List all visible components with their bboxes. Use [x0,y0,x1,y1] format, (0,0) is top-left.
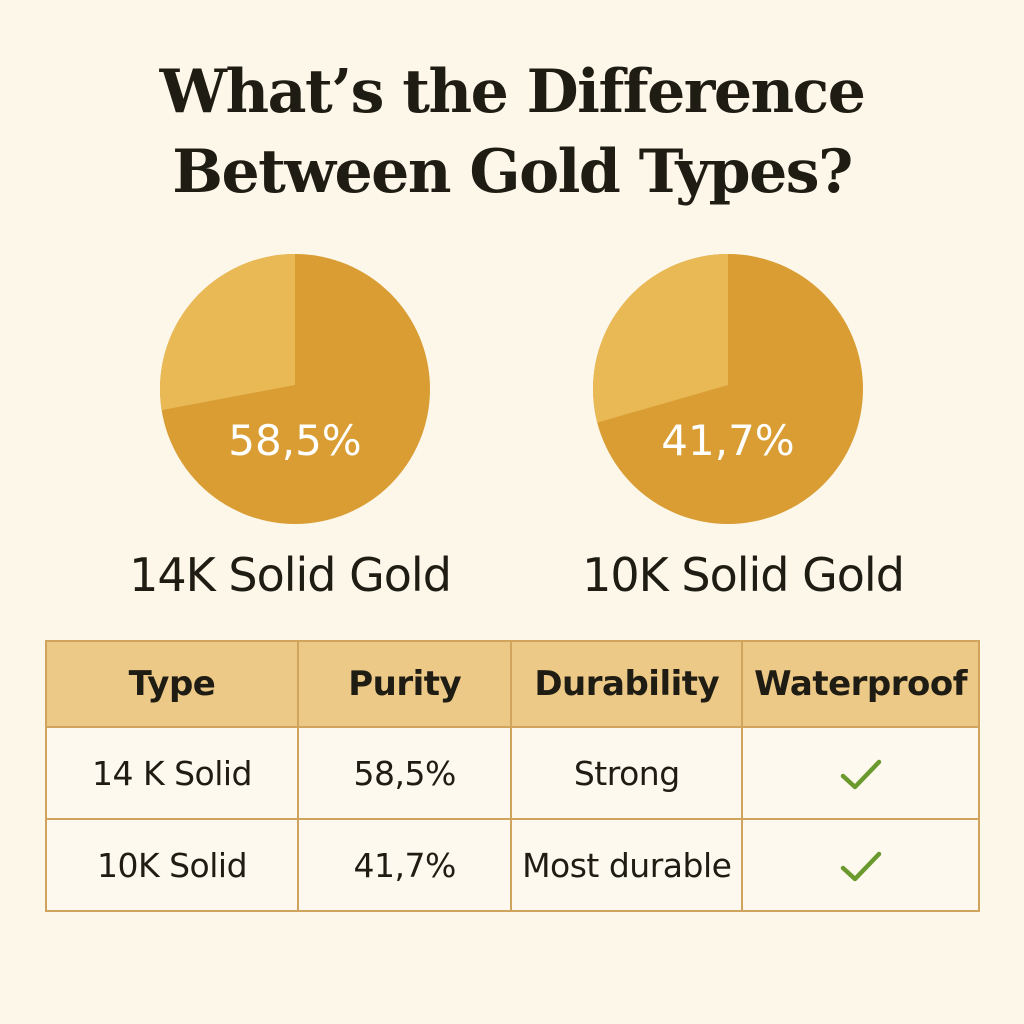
cell-waterproof [741,818,980,912]
cell-type: 10K Solid [45,818,299,912]
pie-label-10k: 10K Solid Gold [582,548,905,602]
pie-label-14k: 14K Solid Gold [129,548,452,602]
pie-chart-14k: 58,5% [155,250,435,530]
header-type: Type [45,640,299,728]
pie-data-label: 58,5% [228,416,361,465]
page-title: What’s the Difference Between Gold Types… [0,52,1024,212]
cell-purity: 58,5% [296,726,513,820]
pie-svg: 41,7% [593,254,863,524]
check-icon [840,851,881,881]
header-durability: Durability [510,640,744,728]
pie-slice-light [160,254,295,411]
table-row: 14 K Solid 58,5% Strong [45,726,980,820]
check-icon [840,759,881,789]
title-line: Between Gold Types? [172,137,853,207]
cell-durability: Most durable [510,818,744,912]
header-purity: Purity [296,640,513,728]
table-row: 10K Solid 41,7% Most durable [45,818,980,912]
header-waterproof: Waterproof [741,640,980,728]
cell-purity: 41,7% [296,818,513,912]
cell-type: 14 K Solid [45,726,299,820]
table-header-row: Type Purity Durability Waterproof [45,640,980,728]
comparison-table: Type Purity Durability Waterproof 14 K S… [45,640,980,912]
pie-slice-light [593,254,728,423]
cell-waterproof [741,726,980,820]
title-line: What’s the Difference [159,57,866,127]
pie-data-label: 41,7% [661,416,794,465]
cell-durability: Strong [510,726,744,820]
pie-svg: 58,5% [160,254,430,524]
pie-chart-10k: 41,7% [588,250,868,530]
